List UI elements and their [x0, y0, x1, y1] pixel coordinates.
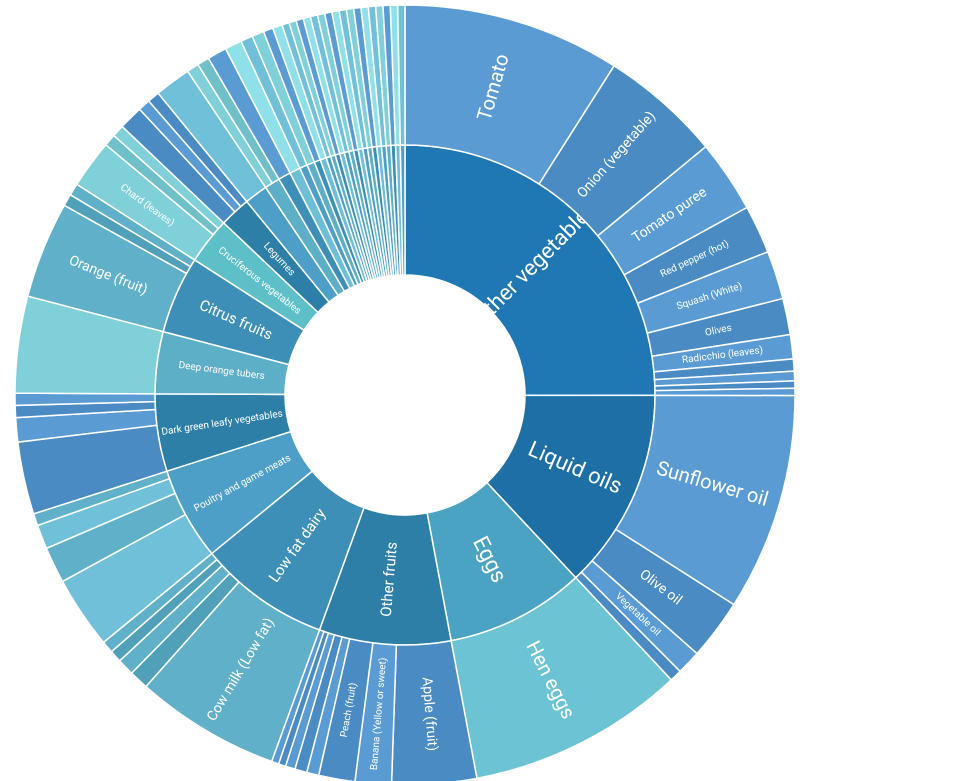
- sunburst-svg: Other vegetablesLiquid oilsEggsOther fru…: [0, 0, 960, 781]
- sunburst-chart: Other vegetablesLiquid oilsEggsOther fru…: [0, 0, 960, 781]
